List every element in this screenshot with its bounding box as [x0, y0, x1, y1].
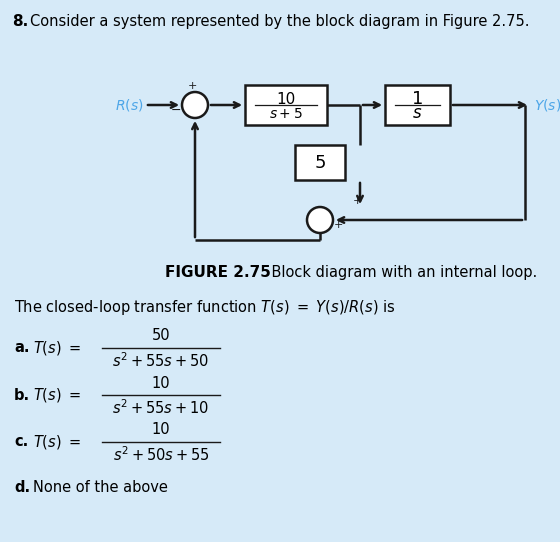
Text: $T(s)\ =$: $T(s)\ =$	[33, 433, 81, 451]
Text: 10: 10	[152, 423, 170, 437]
Text: Block diagram with an internal loop.: Block diagram with an internal loop.	[253, 265, 537, 280]
Text: $T(s)\ =$: $T(s)\ =$	[33, 386, 81, 404]
Text: 10: 10	[277, 93, 296, 107]
Text: +: +	[334, 220, 343, 230]
Text: $Y(s)$: $Y(s)$	[534, 97, 560, 113]
Circle shape	[182, 92, 208, 118]
Text: +: +	[352, 196, 362, 206]
Bar	[245, 85, 327, 125]
Text: Consider a system represented by the block diagram in Figure 2.75.: Consider a system represented by the blo…	[30, 14, 530, 29]
Text: 5: 5	[314, 153, 326, 171]
Bar	[295, 145, 345, 180]
Text: −: −	[170, 104, 181, 117]
Text: 50: 50	[152, 328, 170, 344]
Text: c.: c.	[14, 435, 28, 449]
Bar	[385, 85, 450, 125]
Text: d.: d.	[14, 480, 30, 495]
Text: $T(s)\ =$: $T(s)\ =$	[33, 339, 81, 357]
Text: a.: a.	[14, 340, 30, 356]
Text: b.: b.	[14, 388, 30, 403]
Text: The closed-loop transfer function $T(s)$ $=$ $Y(s)/R(s)$ is: The closed-loop transfer function $T(s)$…	[14, 298, 395, 317]
Text: +: +	[187, 81, 197, 91]
Text: $s^2 + 55s + 10$: $s^2 + 55s + 10$	[113, 399, 209, 417]
Text: 8.: 8.	[12, 14, 28, 29]
Text: 10: 10	[152, 376, 170, 390]
Text: 1: 1	[412, 90, 423, 108]
Text: $R(s)$: $R(s)$	[115, 97, 143, 113]
Text: $s$: $s$	[412, 104, 423, 122]
Text: FIGURE 2.75: FIGURE 2.75	[165, 265, 271, 280]
Text: $s^2 + 50s + 55$: $s^2 + 50s + 55$	[113, 446, 209, 464]
Text: $s^2 + 55s + 50$: $s^2 + 55s + 50$	[113, 352, 209, 370]
Text: $s+5$: $s+5$	[269, 107, 303, 121]
Circle shape	[307, 207, 333, 233]
Text: None of the above: None of the above	[33, 480, 168, 495]
